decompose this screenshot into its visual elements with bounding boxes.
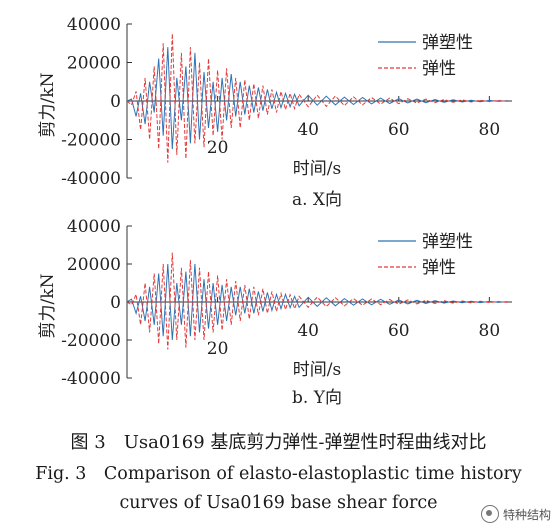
x-tick-label: 40 [297,321,319,341]
legend-label: 弹性 [422,258,456,278]
y-tick-label: -20000 [61,331,121,351]
x-tick-label: 60 [388,321,410,341]
y-axis-label: 剪力/kN [38,72,58,137]
watermark: 特种结构 [480,505,551,523]
caption-chinese: 图 3 Usa0169 基底剪力弹性-弹塑性时程曲线对比 [70,432,487,453]
y-tick-label: 40000 [67,15,121,35]
y-tick-label: 20000 [67,255,121,275]
x-axis-label: 时间/s [293,159,341,179]
series-line-elastoplastic [126,263,508,341]
series-line-elastic [126,33,508,163]
y-tick-label: -40000 [61,369,121,389]
watermark-text: 特种结构 [502,507,551,522]
x-tick-label: 20 [207,339,229,359]
y-tick-label: 40000 [67,217,121,237]
y-tick-label: -20000 [61,131,121,151]
caption-english-line1: Fig. 3 Comparison of elasto-elastoplasti… [35,464,522,484]
y-tick-label: 0 [110,293,121,313]
x-tick-label: 20 [207,138,229,158]
caption-english-line2: curves of Usa0169 base shear force [119,493,438,513]
y-tick-label: 0 [110,92,121,112]
y-tick-label: -40000 [61,169,121,189]
legend-label: 弹塑性 [422,33,473,53]
legend-label: 弹性 [422,59,456,79]
x-tick-label: 40 [297,120,319,140]
legend-label: 弹塑性 [422,232,473,252]
x-axis-label: 时间/s [293,360,341,380]
chart-panel-a: -40000 -20000 0 20000 40000 20 40 60 80 剪力/kN 时间/s… [38,15,512,210]
chart-panel-b: -40000 -20000 0 20000 40000 20 40 60 80 剪力/kN 时间/s… [38,217,512,408]
x-tick-label: 80 [479,321,501,341]
y-tick-label: 20000 [67,54,121,74]
wechat-logo-icon [480,505,499,523]
panel-subtitle: a. X向 [292,190,342,210]
x-tick-label: 80 [479,120,501,140]
x-tick-label: 60 [388,120,410,140]
y-axis-label: 剪力/kN [38,273,58,338]
panel-subtitle: b. Y向 [292,388,342,408]
